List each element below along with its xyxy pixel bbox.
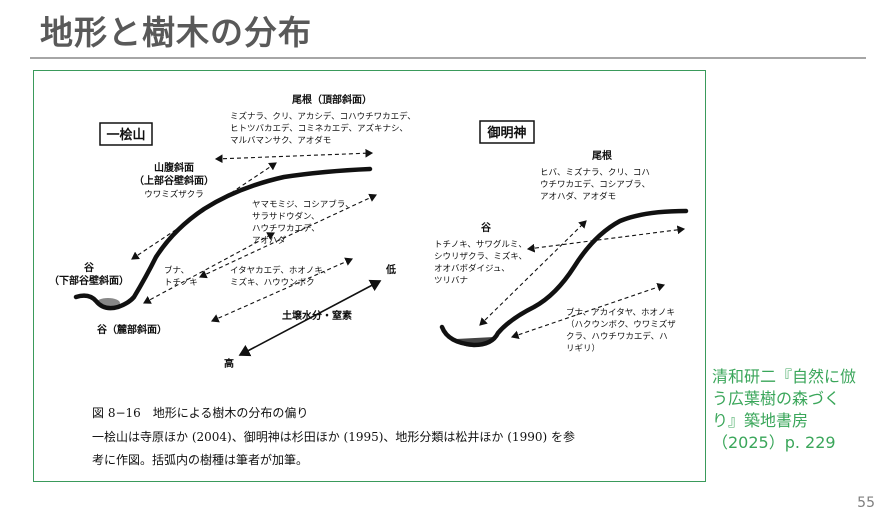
midslope-species: ウワミズザクラ bbox=[144, 189, 204, 200]
range-arrow-ridge-right bbox=[526, 225, 686, 253]
valley-label-right: 谷 bbox=[481, 221, 492, 234]
lower-species-right-line2: （ハクウンボク、ウワミズザ bbox=[566, 319, 676, 330]
range-arrow-valley-left bbox=[143, 232, 275, 304]
source-citation: 清和研二『自然に倣う広葉樹の森づくり』築地書房（2025）p. 229 bbox=[712, 367, 857, 452]
middle-species-line3: ハウチワカエデ、 bbox=[252, 223, 320, 234]
range-arrow-ridge-left bbox=[214, 148, 374, 164]
valley-bottom-label: 谷（麓部斜面） bbox=[97, 323, 167, 336]
middle-species-line2: サラサドウダン、 bbox=[252, 211, 320, 222]
ridge-species-left-line1: ミズナラ、クリ、アカシデ、コハウチワカエデ、 bbox=[230, 111, 416, 122]
valley-species-right-line2: シウリザクラ、ミズキ、 bbox=[434, 251, 527, 262]
figure-caption-title: 図 8−16 地形による樹木の分布の偏り bbox=[92, 405, 308, 420]
ridge-label-left: 尾根（頂部斜面） bbox=[292, 93, 372, 106]
valley-species-right-line4: ツリバナ bbox=[434, 276, 468, 286]
page-number: 55 bbox=[857, 495, 875, 511]
ridge-species-left-line3: マルバマンサク、アオダモ bbox=[230, 135, 331, 146]
title-divider bbox=[30, 57, 866, 59]
slide-title: 地形と樹木の分布 bbox=[40, 13, 312, 52]
valley-species-right-line3: オオバボダイジュ、 bbox=[434, 263, 510, 274]
ridge-label-right: 尾根 bbox=[592, 149, 612, 162]
terrain-profile-left bbox=[73, 166, 373, 311]
axis-label: 土壌水分・窒素 bbox=[282, 309, 352, 322]
lower-species-right-line3: クラ、ハウチワカエデ、ハ bbox=[566, 331, 668, 342]
ridge-species-right-line2: ウチワカエデ、コシアブラ、 bbox=[540, 179, 650, 190]
valley-species-left-line1: ブナ、 bbox=[164, 265, 189, 276]
figure-caption-line1: 一桧山は寺原ほか (2004)、御明神は杉田ほか (1995)、地形分類は松井ほ… bbox=[92, 429, 575, 444]
axis-high-label: 高 bbox=[224, 357, 234, 370]
valley-label-left-line2: （下部谷壁斜面） bbox=[49, 274, 129, 287]
ridge-species-right-line1: ヒバ、ミズナラ、クリ、コハ bbox=[540, 167, 650, 178]
terrain-diagram: 一桧山 尾根（頂部斜面） ミズナラ、クリ、アカシデ、コハウチワカエデ、 ヒトツバ… bbox=[49, 93, 689, 467]
ridge-species-right-line3: アオハダ、アオダモ bbox=[540, 191, 616, 202]
lower-species-right-line4: リギリ） bbox=[566, 343, 600, 354]
range-arrow-lower-right bbox=[510, 282, 666, 340]
middle-species-line1: ヤマモミジ、コシアブラ、 bbox=[252, 199, 354, 210]
valley-label-left-line1: 谷 bbox=[84, 261, 95, 274]
lower-species-right-line1: ブナ、アカイタヤ、ホオノキ bbox=[566, 307, 675, 318]
midslope-label-line1: 山腹斜面 bbox=[154, 161, 194, 174]
site-box-gomyojin bbox=[479, 120, 535, 144]
figure-caption-line2: 考に作図。括弧内の樹種は筆者が加筆。 bbox=[92, 452, 308, 467]
lower-species-left-line2: ミズキ、ハウウンボク bbox=[230, 277, 315, 288]
range-arrow-valley-right bbox=[479, 220, 587, 326]
soil-moisture-axis bbox=[238, 279, 382, 357]
range-arrow-middle bbox=[199, 193, 377, 279]
valley-species-left-line2: トチノキ bbox=[164, 278, 198, 288]
site-name-ichikaiyama: 一桧山 bbox=[106, 127, 145, 143]
site-name-gomyojin: 御明神 bbox=[486, 125, 526, 141]
figure-frame: 一桧山 尾根（頂部斜面） ミズナラ、クリ、アカシデ、コハウチワカエデ、 ヒトツバ… bbox=[33, 70, 706, 482]
range-arrow-lower-left bbox=[210, 257, 354, 323]
midslope-label-line2: （上部谷壁斜面） bbox=[134, 174, 214, 187]
site-box-ichikaiyama bbox=[99, 122, 153, 146]
lower-species-left-line1: イタヤカエデ、ホオノキ、 bbox=[230, 265, 331, 276]
valley-species-right-line1: トチノキ、サワグルミ、 bbox=[434, 239, 527, 250]
axis-low-label: 低 bbox=[385, 263, 396, 276]
middle-species-line4: アオハダ bbox=[252, 235, 287, 246]
ridge-species-left-line2: ヒトツバカエデ、コミネカエデ、アズキナシ、 bbox=[230, 123, 408, 134]
